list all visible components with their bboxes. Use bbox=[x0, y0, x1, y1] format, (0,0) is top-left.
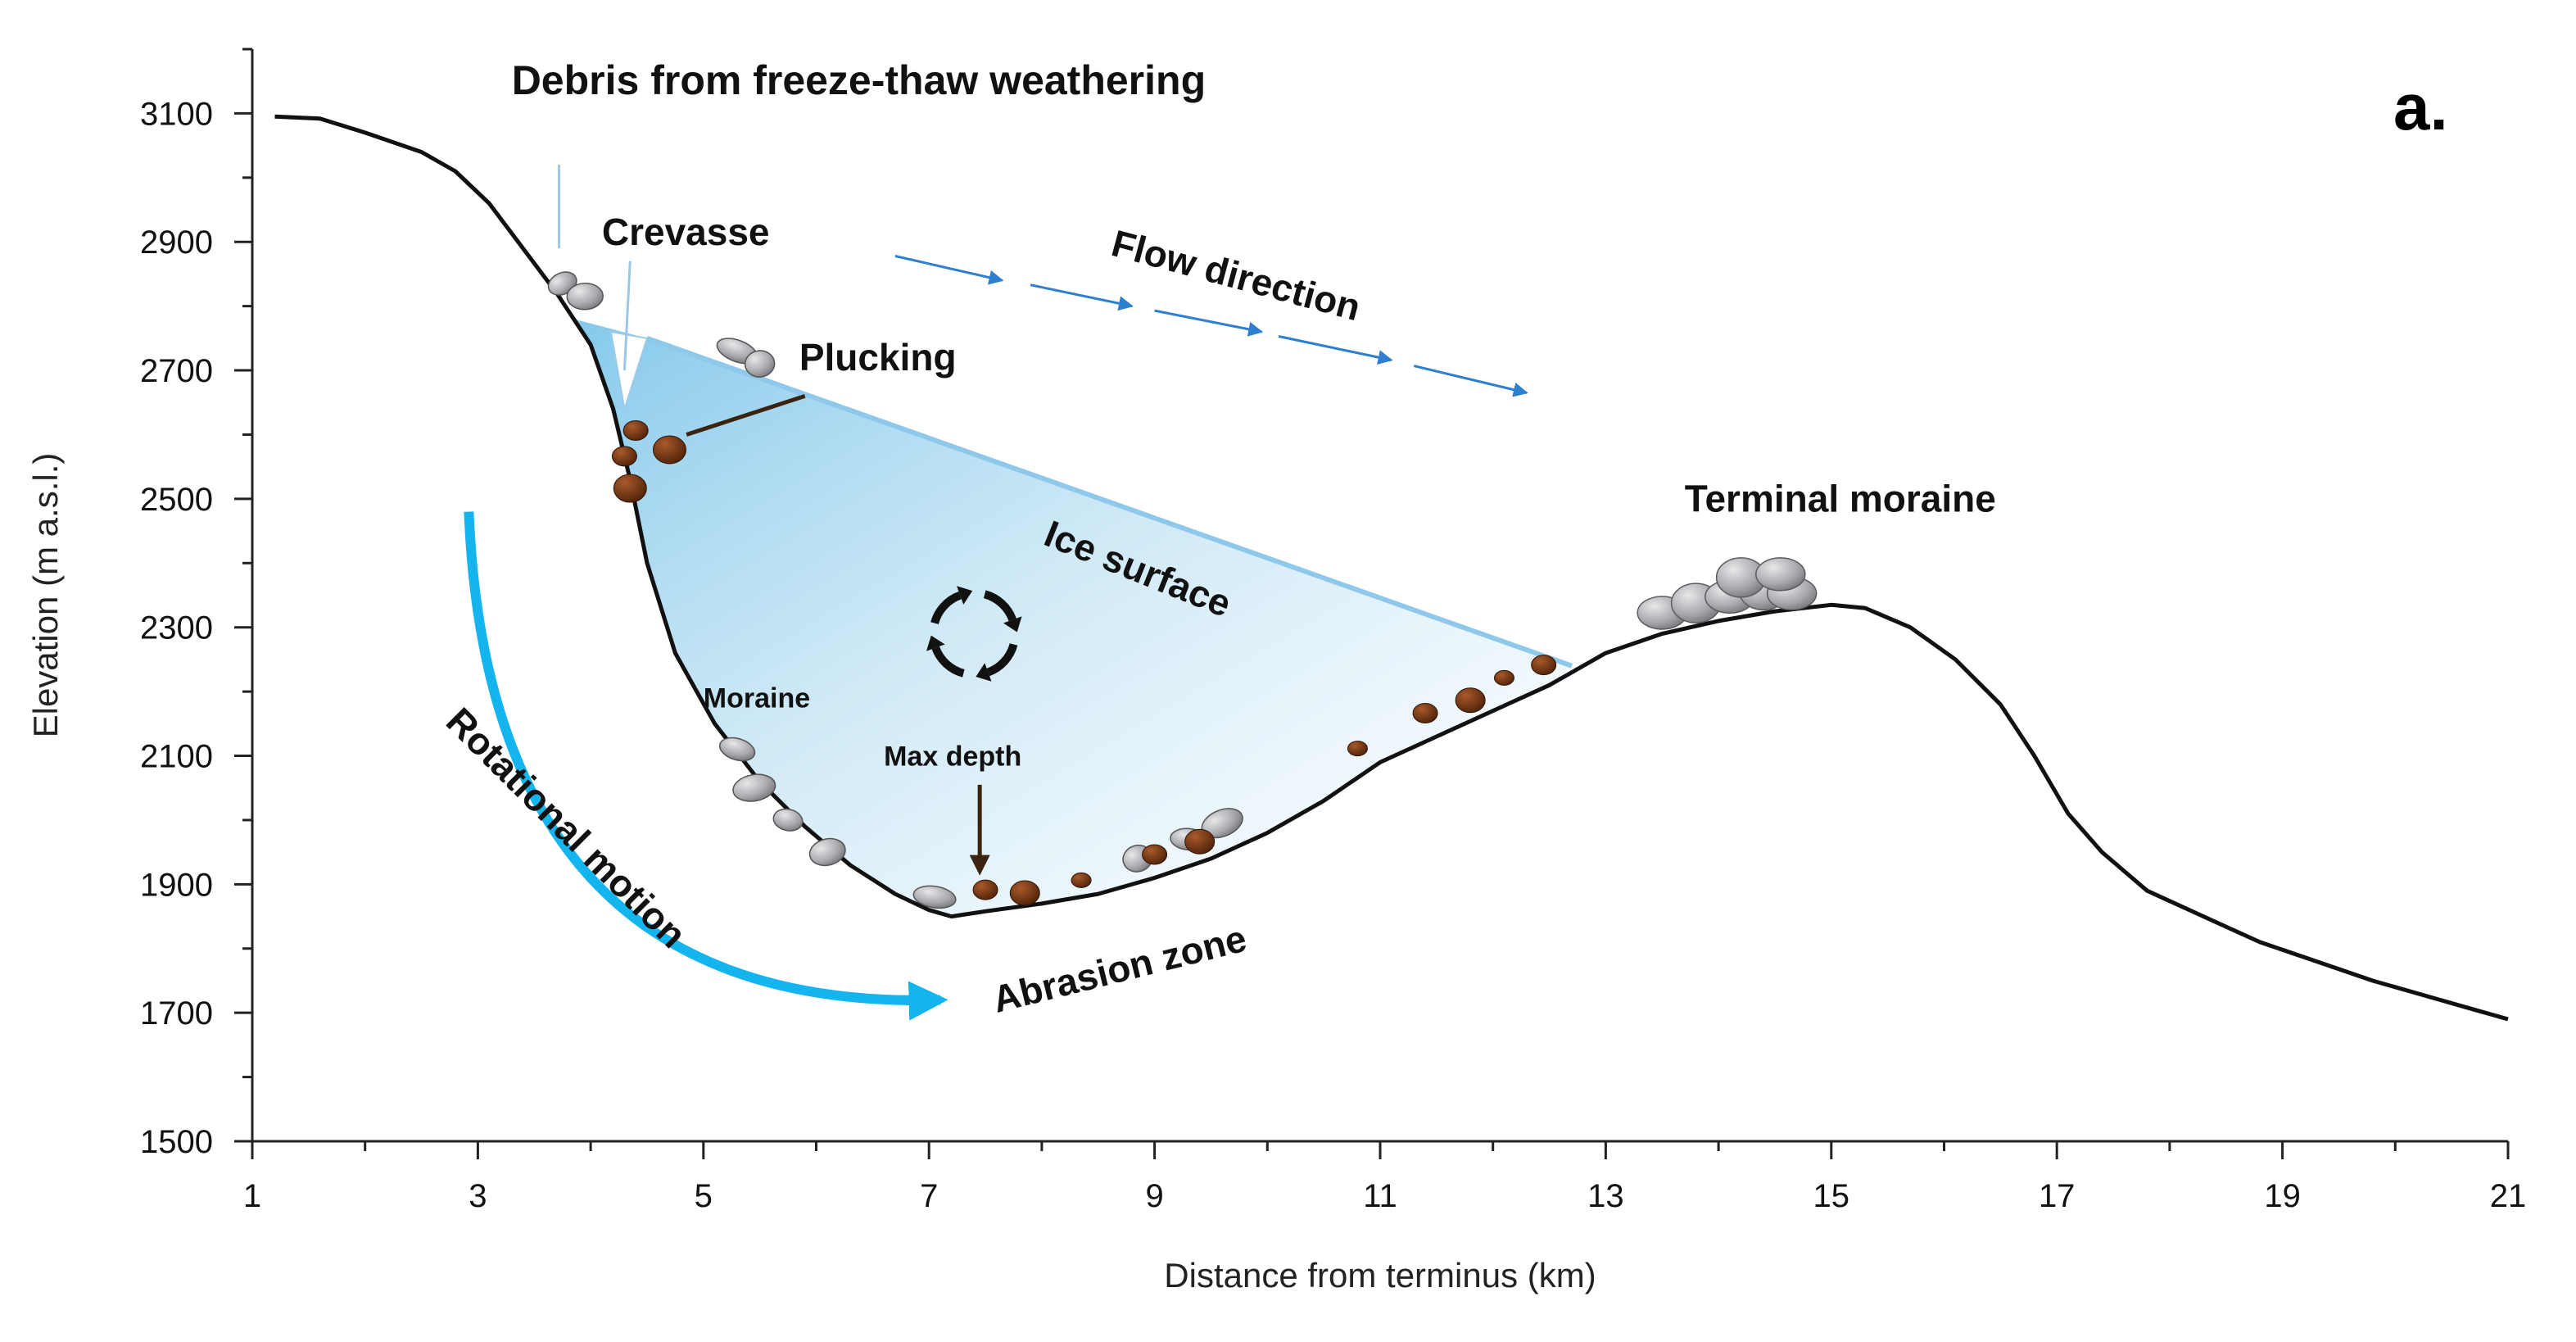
x-tick-label: 3 bbox=[469, 1178, 487, 1214]
brown-rock bbox=[1142, 844, 1168, 865]
flow-arrow bbox=[1413, 365, 1528, 397]
grey-boulder bbox=[772, 808, 804, 832]
flow-arrow bbox=[1154, 309, 1264, 337]
plucking-label: Plucking bbox=[799, 336, 957, 379]
circulation-arc bbox=[986, 642, 1018, 677]
y-tick-label: 1700 bbox=[140, 995, 213, 1031]
x-tick-label: 9 bbox=[1145, 1178, 1163, 1214]
brown-rock bbox=[622, 419, 649, 441]
flow-label: Flow direction bbox=[1107, 221, 1365, 329]
circulation-arrowhead bbox=[926, 635, 945, 651]
y-tick-label: 3100 bbox=[140, 96, 213, 132]
x-tick-label: 15 bbox=[1813, 1178, 1850, 1214]
grey-boulder bbox=[718, 737, 756, 762]
plucking-pointer-line bbox=[686, 394, 806, 437]
circulation-arc bbox=[931, 646, 965, 678]
circulation-arc bbox=[983, 590, 1016, 622]
y-tick-label: 2300 bbox=[140, 610, 213, 646]
rotational-label: Rotational motion bbox=[438, 700, 695, 956]
circulation-arrowhead bbox=[1003, 616, 1022, 632]
x-tick-label: 17 bbox=[2039, 1178, 2076, 1214]
brown-rock bbox=[1412, 702, 1438, 723]
flow-arrow bbox=[1030, 283, 1134, 311]
flow-arrow bbox=[894, 255, 1004, 285]
crevasse-notch bbox=[609, 330, 649, 410]
grey-boulder bbox=[744, 350, 776, 378]
x-tick-label: 13 bbox=[1587, 1178, 1624, 1214]
crevasse-pointer-line bbox=[622, 261, 632, 371]
brown-rock bbox=[972, 879, 998, 900]
moraine-label: Moraine bbox=[704, 683, 810, 714]
rotational-motion-arrow bbox=[464, 511, 948, 1021]
circulation-arrowhead bbox=[976, 663, 992, 682]
debris-rocks bbox=[547, 271, 1818, 909]
y-tick-label: 1900 bbox=[140, 867, 213, 903]
panel-label: a. bbox=[2393, 70, 2448, 143]
crevasse-label: Crevasse bbox=[602, 211, 770, 253]
grey-boulder bbox=[566, 282, 604, 311]
y-tick-label: 2100 bbox=[140, 739, 213, 775]
x-axis-title: Distance from terminus (km) bbox=[1164, 1256, 1596, 1294]
ice-surface-line bbox=[645, 336, 1573, 669]
y-axis-title: Elevation (m a.s.l.) bbox=[26, 453, 65, 738]
brown-rock bbox=[1455, 687, 1486, 714]
grey-boulder bbox=[912, 885, 957, 909]
brown-rock bbox=[611, 446, 637, 467]
x-tick-label: 19 bbox=[2264, 1178, 2301, 1214]
brown-rock bbox=[1493, 669, 1514, 686]
x-tick-label: 21 bbox=[2490, 1178, 2527, 1214]
brown-rock bbox=[1184, 828, 1216, 855]
flow-direction-arrows bbox=[894, 255, 1528, 397]
circulation-icon bbox=[926, 586, 1022, 682]
abrasion-label: Abrasion zone bbox=[989, 917, 1251, 1021]
glacier-ice-body bbox=[573, 319, 1573, 917]
brown-rock bbox=[652, 435, 686, 465]
maxdepth-label: Max depth bbox=[884, 741, 1021, 772]
x-tick-label: 11 bbox=[1363, 1178, 1397, 1214]
circulation-arrowhead bbox=[957, 586, 973, 605]
x-axis-ticks: 1 3 5 7 9 11 13 15 17 19 21 bbox=[243, 1141, 2526, 1214]
glacier-bed-profile bbox=[274, 114, 2509, 1022]
terminal-moraine-boulder bbox=[1755, 557, 1806, 592]
y-tick-label: 1500 bbox=[140, 1124, 213, 1160]
terminal-label: Terminal moraine bbox=[1685, 478, 1996, 520]
x-tick-label: 5 bbox=[695, 1178, 713, 1214]
flow-arrow bbox=[1278, 335, 1393, 365]
y-tick-label: 2900 bbox=[140, 224, 213, 261]
brown-rock bbox=[1531, 655, 1557, 676]
y-axis-ticks: 1500 1700 1900 2100 2300 2500 2700 2900 3100 bbox=[140, 48, 252, 1160]
grey-boulder bbox=[732, 773, 776, 802]
x-tick-label: 7 bbox=[920, 1178, 938, 1214]
x-tick-label: 1 bbox=[243, 1178, 261, 1214]
circulation-arc bbox=[930, 591, 962, 625]
debris-label: Debris from freeze-thaw weathering bbox=[512, 57, 1206, 103]
brown-rock bbox=[613, 474, 647, 503]
brown-rock bbox=[1347, 741, 1368, 757]
brown-rock bbox=[1071, 872, 1092, 888]
grey-boulder bbox=[808, 837, 846, 867]
brown-rock bbox=[1009, 880, 1040, 906]
y-tick-label: 2700 bbox=[140, 353, 213, 389]
y-tick-label: 2500 bbox=[140, 482, 213, 518]
